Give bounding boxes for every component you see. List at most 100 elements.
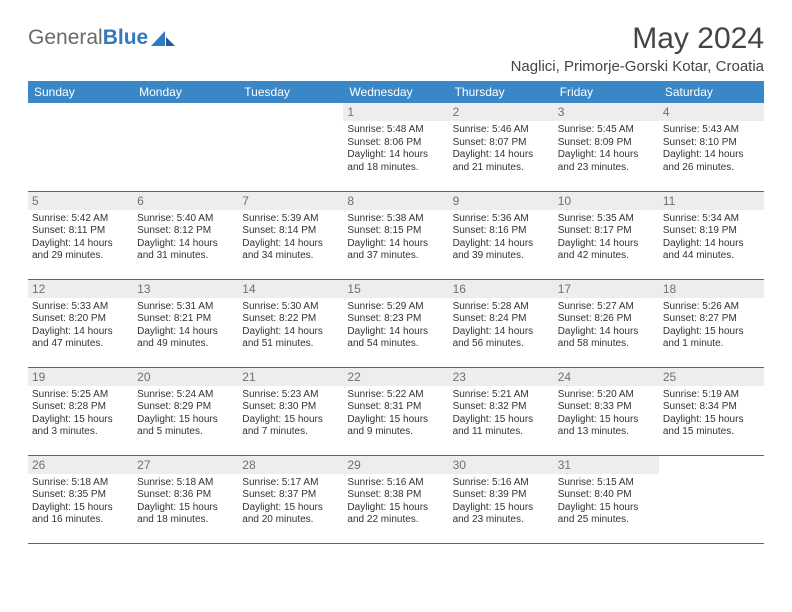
day-header: Monday: [133, 81, 238, 103]
sunrise-text: Sunrise: 5:16 AM: [453, 477, 550, 490]
sunrise-text: Sunrise: 5:21 AM: [453, 389, 550, 402]
calendar-day-cell: 11Sunrise: 5:34 AMSunset: 8:19 PMDayligh…: [659, 191, 764, 279]
sunrise-text: Sunrise: 5:48 AM: [347, 124, 444, 137]
daylight-text: Daylight: 14 hours and 29 minutes.: [32, 238, 129, 263]
calendar-day-cell: 20Sunrise: 5:24 AMSunset: 8:29 PMDayligh…: [133, 367, 238, 455]
daylight-text: Daylight: 14 hours and 47 minutes.: [32, 326, 129, 351]
sunset-text: Sunset: 8:26 PM: [558, 313, 655, 326]
sunrise-text: Sunrise: 5:20 AM: [558, 389, 655, 402]
daylight-text: Daylight: 14 hours and 37 minutes.: [347, 238, 444, 263]
calendar-day-cell: [28, 103, 133, 191]
calendar-day-cell: 23Sunrise: 5:21 AMSunset: 8:32 PMDayligh…: [449, 367, 554, 455]
brand-text: GeneralBlue: [28, 26, 148, 50]
daylight-text: Daylight: 14 hours and 51 minutes.: [242, 326, 339, 351]
sunset-text: Sunset: 8:20 PM: [32, 313, 129, 326]
brand-logo: GeneralBlue: [28, 22, 175, 50]
daylight-text: Daylight: 15 hours and 23 minutes.: [453, 502, 550, 527]
day-number: 5: [28, 192, 133, 210]
brand-word2: Blue: [103, 26, 149, 49]
sunrise-text: Sunrise: 5:46 AM: [453, 124, 550, 137]
daylight-text: Daylight: 14 hours and 26 minutes.: [663, 149, 760, 174]
sunrise-text: Sunrise: 5:45 AM: [558, 124, 655, 137]
calendar-day-cell: 31Sunrise: 5:15 AMSunset: 8:40 PMDayligh…: [554, 455, 659, 543]
day-number: 26: [28, 456, 133, 474]
calendar-day-cell: 21Sunrise: 5:23 AMSunset: 8:30 PMDayligh…: [238, 367, 343, 455]
sunset-text: Sunset: 8:17 PM: [558, 225, 655, 238]
calendar-day-cell: 29Sunrise: 5:16 AMSunset: 8:38 PMDayligh…: [343, 455, 448, 543]
sunset-text: Sunset: 8:09 PM: [558, 137, 655, 150]
day-number: 6: [133, 192, 238, 210]
daylight-text: Daylight: 15 hours and 1 minute.: [663, 326, 760, 351]
daylight-text: Daylight: 15 hours and 18 minutes.: [137, 502, 234, 527]
sunrise-text: Sunrise: 5:36 AM: [453, 213, 550, 226]
day-number: 30: [449, 456, 554, 474]
daylight-text: Daylight: 14 hours and 42 minutes.: [558, 238, 655, 263]
day-number: 4: [659, 103, 764, 121]
day-number: 22: [343, 368, 448, 386]
calendar-day-cell: 2Sunrise: 5:46 AMSunset: 8:07 PMDaylight…: [449, 103, 554, 191]
sunrise-text: Sunrise: 5:15 AM: [558, 477, 655, 490]
calendar-day-cell: 16Sunrise: 5:28 AMSunset: 8:24 PMDayligh…: [449, 279, 554, 367]
location-text: Naglici, Primorje-Gorski Kotar, Croatia: [511, 58, 764, 75]
sunset-text: Sunset: 8:10 PM: [663, 137, 760, 150]
calendar-day-cell: [238, 103, 343, 191]
daylight-text: Daylight: 15 hours and 13 minutes.: [558, 414, 655, 439]
sunrise-text: Sunrise: 5:17 AM: [242, 477, 339, 490]
calendar-day-cell: 6Sunrise: 5:40 AMSunset: 8:12 PMDaylight…: [133, 191, 238, 279]
sunrise-text: Sunrise: 5:43 AM: [663, 124, 760, 137]
sunrise-text: Sunrise: 5:33 AM: [32, 301, 129, 314]
day-number: 29: [343, 456, 448, 474]
sunrise-text: Sunrise: 5:34 AM: [663, 213, 760, 226]
daylight-text: Daylight: 14 hours and 21 minutes.: [453, 149, 550, 174]
sunset-text: Sunset: 8:31 PM: [347, 401, 444, 414]
sunrise-text: Sunrise: 5:31 AM: [137, 301, 234, 314]
calendar-week-row: 1Sunrise: 5:48 AMSunset: 8:06 PMDaylight…: [28, 103, 764, 191]
daylight-text: Daylight: 15 hours and 16 minutes.: [32, 502, 129, 527]
daylight-text: Daylight: 14 hours and 58 minutes.: [558, 326, 655, 351]
sunset-text: Sunset: 8:33 PM: [558, 401, 655, 414]
calendar-day-cell: 12 Sunrise: 5:33 AMSunset: 8:20 PMDayligh…: [28, 279, 133, 367]
day-number: 27: [133, 456, 238, 474]
day-number: 2: [449, 103, 554, 121]
sunset-text: Sunset: 8:40 PM: [558, 489, 655, 502]
day-number: 15: [343, 280, 448, 298]
sunset-text: Sunset: 8:36 PM: [137, 489, 234, 502]
sunrise-text: Sunrise: 5:30 AM: [242, 301, 339, 314]
sunset-text: Sunset: 8:06 PM: [347, 137, 444, 150]
day-number: 16: [449, 280, 554, 298]
day-number: 13: [133, 280, 238, 298]
day-number: 28: [238, 456, 343, 474]
sunrise-text: Sunrise: 5:18 AM: [137, 477, 234, 490]
day-number: 12: [28, 280, 133, 298]
daylight-text: Daylight: 15 hours and 11 minutes.: [453, 414, 550, 439]
sunrise-text: Sunrise: 5:40 AM: [137, 213, 234, 226]
day-header: Wednesday: [343, 81, 448, 103]
brand-word1: General: [28, 26, 103, 49]
calendar-day-cell: 14Sunrise: 5:30 AMSunset: 8:22 PMDayligh…: [238, 279, 343, 367]
sunrise-text: Sunrise: 5:27 AM: [558, 301, 655, 314]
sunrise-text: Sunrise: 5:35 AM: [558, 213, 655, 226]
daylight-text: Daylight: 15 hours and 3 minutes.: [32, 414, 129, 439]
sunset-text: Sunset: 8:28 PM: [32, 401, 129, 414]
sunset-text: Sunset: 8:21 PM: [137, 313, 234, 326]
sunrise-text: Sunrise: 5:38 AM: [347, 213, 444, 226]
calendar-day-cell: 25Sunrise: 5:19 AMSunset: 8:34 PMDayligh…: [659, 367, 764, 455]
daylight-text: Daylight: 14 hours and 54 minutes.: [347, 326, 444, 351]
daylight-text: Daylight: 15 hours and 25 minutes.: [558, 502, 655, 527]
sunset-text: Sunset: 8:12 PM: [137, 225, 234, 238]
calendar-day-cell: [659, 455, 764, 543]
day-number: 7: [238, 192, 343, 210]
day-number: 21: [238, 368, 343, 386]
calendar-day-cell: 26Sunrise: 5:18 AMSunset: 8:35 PMDayligh…: [28, 455, 133, 543]
sunset-text: Sunset: 8:19 PM: [663, 225, 760, 238]
sunset-text: Sunset: 8:16 PM: [453, 225, 550, 238]
calendar-day-cell: 13Sunrise: 5:31 AMSunset: 8:21 PMDayligh…: [133, 279, 238, 367]
day-number: 18: [659, 280, 764, 298]
day-number: 17: [554, 280, 659, 298]
day-header: Thursday: [449, 81, 554, 103]
sunset-text: Sunset: 8:11 PM: [32, 225, 129, 238]
calendar-day-cell: 18Sunrise: 5:26 AMSunset: 8:27 PMDayligh…: [659, 279, 764, 367]
calendar-day-cell: 1Sunrise: 5:48 AMSunset: 8:06 PMDaylight…: [343, 103, 448, 191]
sunset-text: Sunset: 8:35 PM: [32, 489, 129, 502]
sunset-text: Sunset: 8:38 PM: [347, 489, 444, 502]
